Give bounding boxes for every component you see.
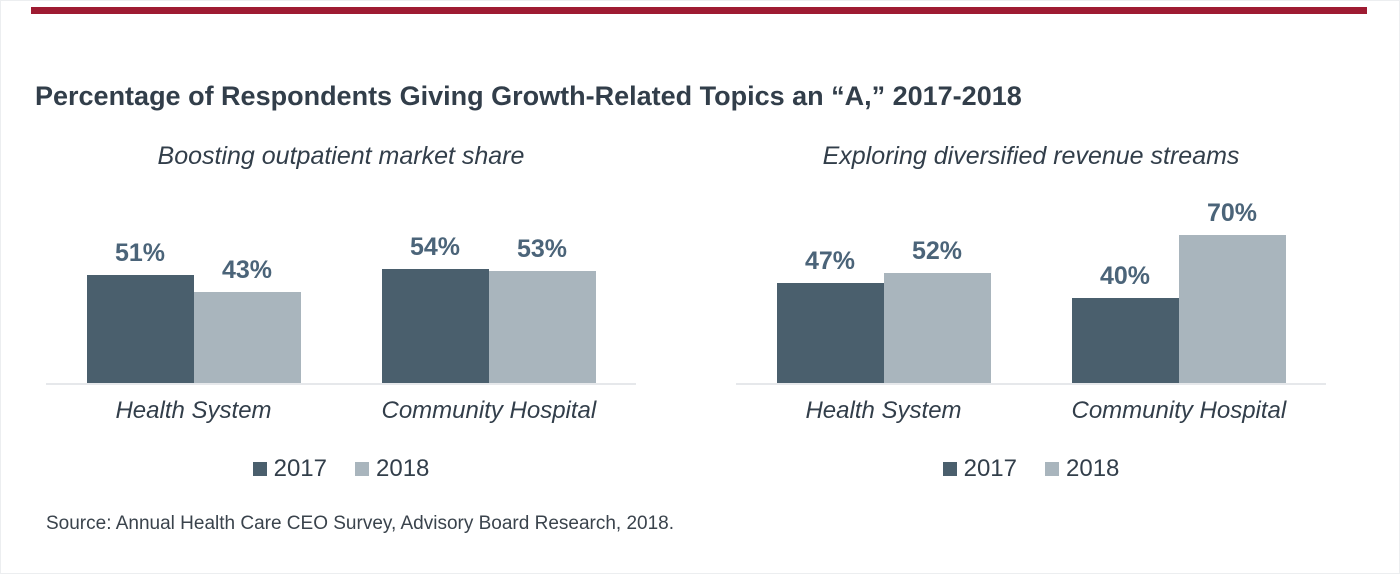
value-label: 51% <box>114 239 166 267</box>
plot-area: 47% 52% 40% 70% <box>736 185 1326 385</box>
plot-area: 51% 43% 54% 53% <box>46 185 636 385</box>
legend-item: 2018 <box>355 455 429 483</box>
bar-group: 51% 43% <box>86 239 301 383</box>
category-label: Community Hospital <box>1071 397 1287 424</box>
legend-item: 2017 <box>252 455 327 483</box>
legend-label: 2018 <box>376 455 430 482</box>
category-label: Health System <box>805 397 962 424</box>
bar-2017 <box>1071 298 1179 383</box>
bar-column: 43% <box>193 256 301 383</box>
legend-label: 2017 <box>963 455 1017 482</box>
bar-column: 70% <box>1178 199 1286 383</box>
legend-swatch-2018 <box>1045 462 1059 476</box>
page-title: Percentage of Respondents Giving Growth-… <box>35 81 1022 111</box>
legend-swatch-2017 <box>942 462 957 476</box>
value-label: 52% <box>911 237 963 265</box>
legend-label: 2017 <box>273 455 327 482</box>
bar-2018 <box>883 273 991 383</box>
value-label: 40% <box>1099 262 1151 290</box>
category-axis: Health System Community Hospital <box>46 397 636 425</box>
category-axis: Health System Community Hospital <box>736 397 1326 425</box>
source-text: Source: Annual Health Care CEO Survey, A… <box>46 513 675 534</box>
legend-swatch-2017 <box>252 462 267 476</box>
chart-legend: 2017 2018 <box>46 455 636 483</box>
accent-rule <box>31 7 1367 14</box>
charts-row: Boosting outpatient market share 51% 43% 5… <box>46 141 1326 483</box>
value-label: 53% <box>516 235 568 263</box>
bar-2018 <box>193 292 301 383</box>
legend-item: 2017 <box>942 455 1017 483</box>
bar-column: 53% <box>488 235 596 383</box>
chart-subtitle: Exploring diversified revenue streams <box>822 142 1240 170</box>
bar-group: 47% 52% <box>776 237 991 383</box>
legend-swatch-2018 <box>355 462 369 476</box>
value-label: 54% <box>409 233 461 261</box>
bar-group: 54% 53% <box>381 233 596 383</box>
bar-2017 <box>776 283 884 383</box>
bar-column: 51% <box>86 239 194 383</box>
category-label: Community Hospital <box>381 397 597 424</box>
chart-legend: 2017 2018 <box>736 455 1326 483</box>
category-label: Health System <box>115 397 272 424</box>
bar-2017 <box>86 275 194 383</box>
chart-panel-outpatient: Boosting outpatient market share 51% 43% 5… <box>46 141 636 483</box>
bar-column: 47% <box>776 247 884 383</box>
chart-subtitle: Boosting outpatient market share <box>157 142 525 170</box>
legend-label: 2018 <box>1066 455 1120 482</box>
bar-2017 <box>381 269 489 383</box>
value-label: 43% <box>221 256 273 284</box>
bar-column: 52% <box>883 237 991 383</box>
bar-column: 40% <box>1071 262 1179 383</box>
value-label: 70% <box>1206 199 1258 227</box>
legend-item: 2018 <box>1045 455 1119 483</box>
bar-2018 <box>488 271 596 383</box>
chart-panel-revenue: Exploring diversified revenue streams 47… <box>736 141 1326 483</box>
value-label: 47% <box>804 247 856 275</box>
bar-column: 54% <box>381 233 489 383</box>
bar-2018 <box>1178 235 1286 383</box>
bar-group: 40% 70% <box>1071 199 1286 383</box>
